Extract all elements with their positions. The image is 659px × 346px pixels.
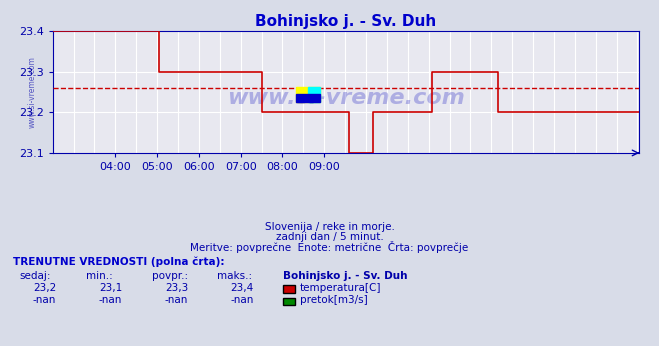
Text: Slovenija / reke in morje.: Slovenija / reke in morje. (264, 222, 395, 232)
Text: 23,3: 23,3 (165, 283, 188, 293)
Text: -nan: -nan (165, 295, 188, 305)
Text: min.:: min.: (86, 271, 113, 281)
Text: temperatura[C]: temperatura[C] (300, 283, 382, 293)
Text: www.si-vreme.com: www.si-vreme.com (227, 88, 465, 108)
Bar (296, 87, 320, 102)
Bar (308, 87, 320, 102)
Text: -nan: -nan (231, 295, 254, 305)
Text: povpr.:: povpr.: (152, 271, 188, 281)
Text: 23,1: 23,1 (99, 283, 122, 293)
Text: www.si-vreme.com: www.si-vreme.com (28, 56, 37, 128)
Text: 23,4: 23,4 (231, 283, 254, 293)
Text: maks.:: maks.: (217, 271, 252, 281)
Text: -nan: -nan (99, 295, 122, 305)
Text: Meritve: povprečne  Enote: metrične  Črta: povprečje: Meritve: povprečne Enote: metrične Črta:… (190, 241, 469, 253)
Text: TRENUTNE VREDNOSTI (polna črta):: TRENUTNE VREDNOSTI (polna črta): (13, 256, 225, 267)
Text: zadnji dan / 5 minut.: zadnji dan / 5 minut. (275, 233, 384, 243)
Text: 23,2: 23,2 (33, 283, 56, 293)
Text: pretok[m3/s]: pretok[m3/s] (300, 295, 368, 305)
Text: Bohinjsko j. - Sv. Duh: Bohinjsko j. - Sv. Duh (283, 271, 408, 281)
Bar (296, 94, 320, 102)
Text: sedaj:: sedaj: (20, 271, 51, 281)
Text: -nan: -nan (33, 295, 56, 305)
Title: Bohinjsko j. - Sv. Duh: Bohinjsko j. - Sv. Duh (255, 13, 437, 29)
